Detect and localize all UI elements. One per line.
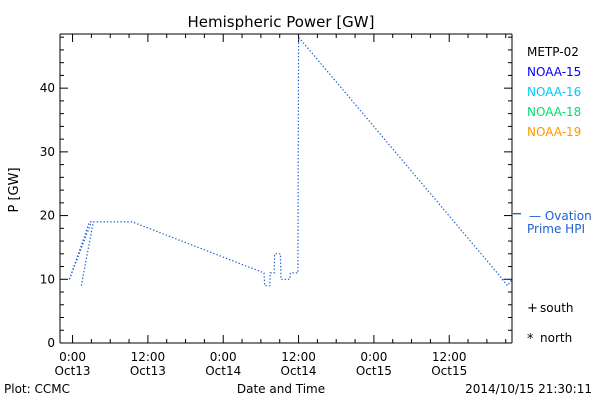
y-tick-label: 10 xyxy=(40,272,55,286)
x-tick-label-date: Oct13 xyxy=(55,364,91,378)
x-tick-label-date: Oct15 xyxy=(431,364,467,378)
legend-entry: NOAA-18 xyxy=(527,105,581,119)
ovation-series-segment xyxy=(68,221,92,280)
south-marker-label: south xyxy=(540,301,574,315)
x-axis-label: Date and Time xyxy=(237,382,325,396)
ovation-series-segment xyxy=(501,278,513,287)
south-marker-symbol: + xyxy=(527,301,538,316)
footer-timestamp: 2014/10/15 21:30:11 xyxy=(465,382,592,396)
ovation-label-line2: Prime HPI xyxy=(527,222,585,236)
y-tick-label: 20 xyxy=(40,209,55,223)
series-lines xyxy=(68,35,521,287)
plot-frame xyxy=(59,33,513,344)
legend: METP-02 NOAA-15 NOAA-16 NOAA-18 NOAA-19 xyxy=(527,45,581,139)
chart-title: Hemispheric Power [GW] xyxy=(188,13,375,31)
x-tick-label-date: Oct15 xyxy=(356,364,392,378)
hemisphere-south-marker: + south xyxy=(527,301,574,316)
footer-plot-credit: Plot: CCMC xyxy=(4,382,70,396)
y-tick-label: 0 xyxy=(47,336,55,350)
north-marker-label: north xyxy=(540,331,572,345)
ovation-series-segment xyxy=(80,221,94,286)
x-tick-label-time: 0:00 xyxy=(360,350,387,364)
x-tick-label-date: Oct14 xyxy=(281,364,317,378)
hemisphere-north-marker: * north xyxy=(527,331,572,347)
x-tick-label-time: 12:00 xyxy=(281,350,316,364)
legend-entry: NOAA-15 xyxy=(527,65,581,79)
y-axis-label: P [GW] xyxy=(7,167,22,212)
legend-entry: NOAA-16 xyxy=(527,85,581,99)
x-tick-label-time: 12:00 xyxy=(131,350,166,364)
x-tick-label-date: Oct14 xyxy=(205,364,241,378)
y-tick-label: 40 xyxy=(40,81,55,95)
x-tick-label-date: Oct13 xyxy=(130,364,166,378)
x-axis: 0:00Oct1312:00Oct130:00Oct1412:00Oct140:… xyxy=(55,34,507,378)
ovation-label-line1: — Ovation xyxy=(529,209,592,223)
x-tick-label-time: 12:00 xyxy=(432,350,467,364)
north-marker-symbol: * xyxy=(527,332,534,347)
ovation-series-line xyxy=(68,35,512,287)
legend-entry: METP-02 xyxy=(527,45,579,59)
x-tick-label-time: 0:00 xyxy=(210,350,237,364)
y-axis: 0 10 20 30 40 xyxy=(40,36,512,350)
y-tick-label: 30 xyxy=(40,145,55,159)
x-tick-label-time: 0:00 xyxy=(59,350,86,364)
legend-entry: NOAA-19 xyxy=(527,125,581,139)
